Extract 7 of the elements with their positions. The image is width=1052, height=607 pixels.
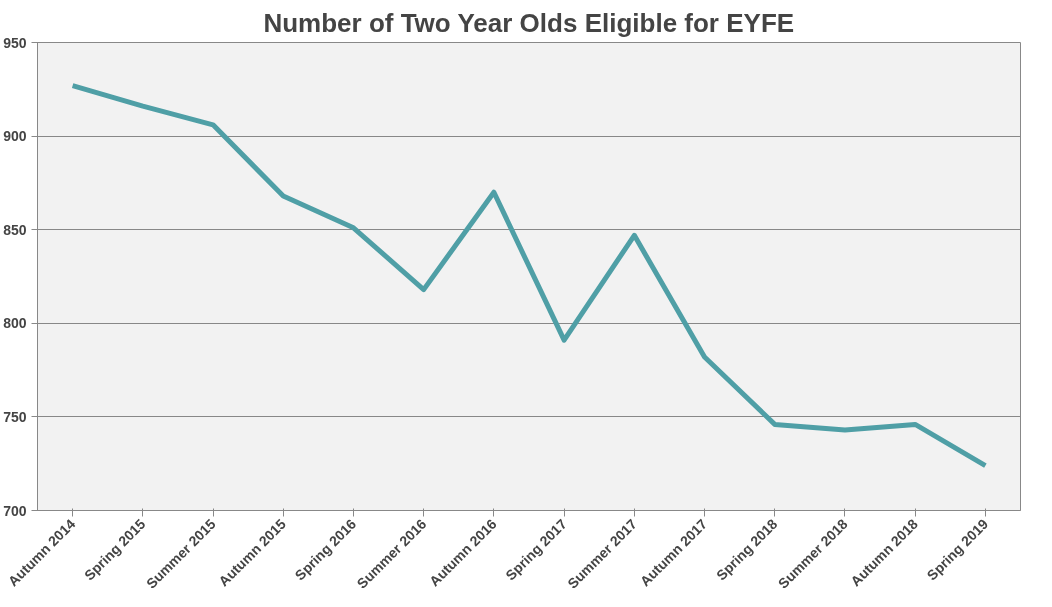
y-tick-label: 900 [3, 128, 27, 145]
y-tick-label: 800 [3, 315, 27, 332]
y-tick-label: 700 [3, 502, 27, 519]
chart-title: Number of Two Year Olds Eligible for EYFE [263, 7, 795, 38]
y-tick-label: 750 [3, 408, 27, 425]
y-tick-label: 850 [3, 221, 27, 238]
y-tick-label: 950 [3, 34, 27, 51]
